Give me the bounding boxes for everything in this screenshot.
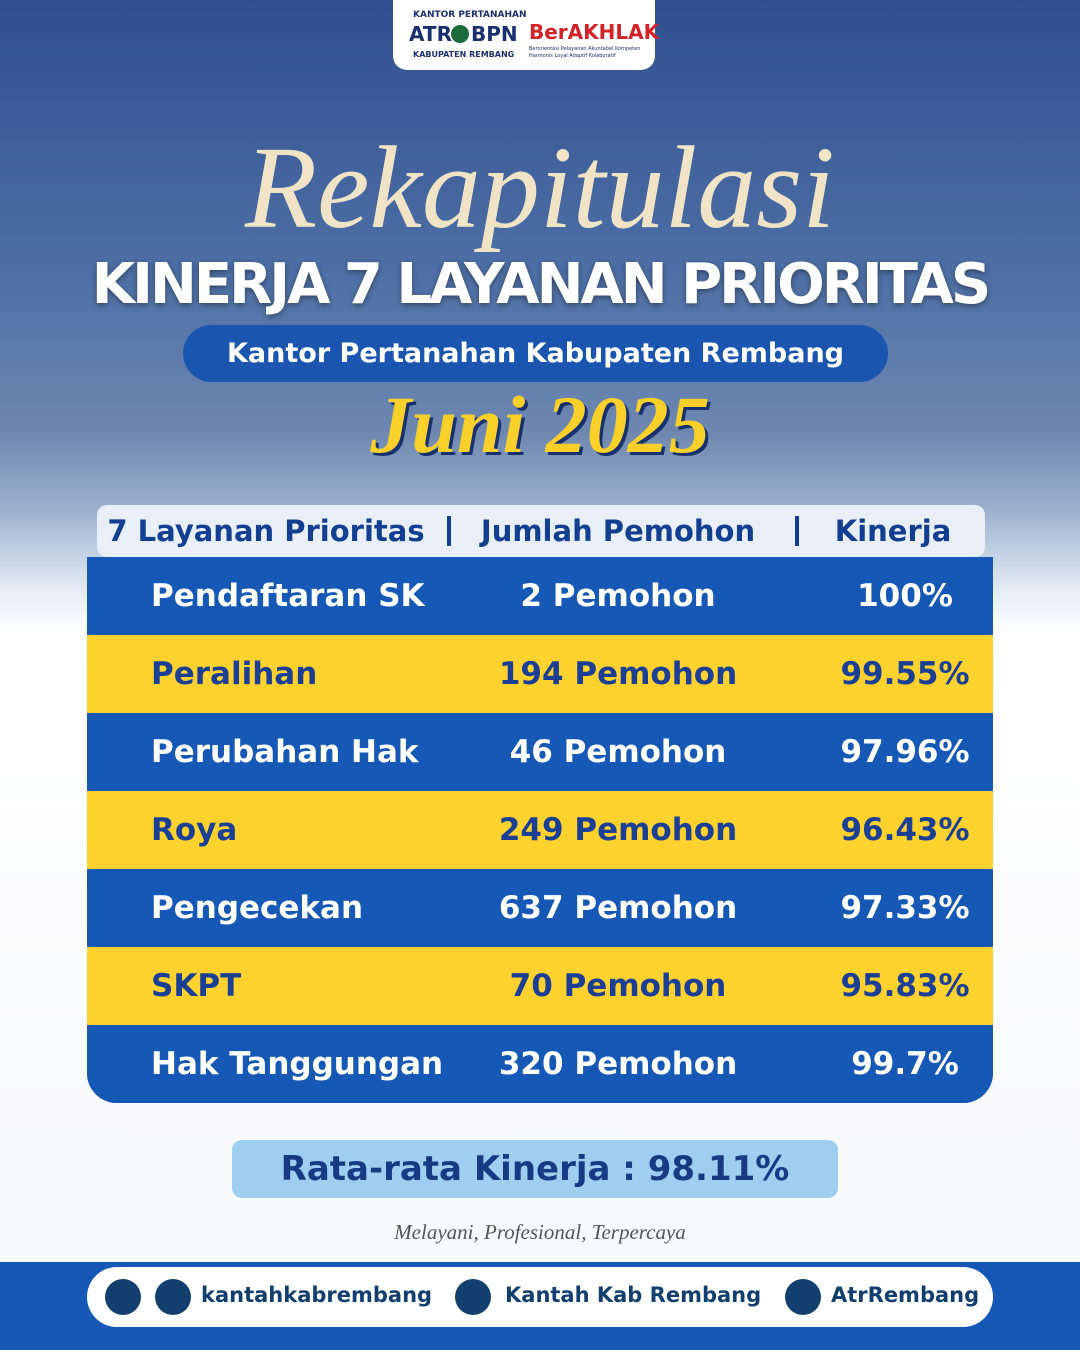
service-name: Hak Tanggungan: [151, 1046, 444, 1082]
table-header: 7 Layanan Prioritas Jumlah Pemohon Kiner…: [97, 505, 985, 557]
logo-text: BerAKHLAK: [529, 20, 660, 44]
handle: kantahkabrembang: [201, 1283, 433, 1307]
service-name: Perubahan Hak: [151, 734, 419, 770]
service-name: Pengecekan: [151, 890, 364, 926]
main-title: KINERJA 7 LAYANAN PRIORITAS: [91, 252, 991, 317]
table-row: Peralihan 194 Pemohon 99.55%: [87, 635, 993, 713]
average: Rata-rata Kinerja : 98.11%: [232, 1140, 838, 1198]
applicant-count: 70 Pemohon: [509, 968, 727, 1004]
youtube-icon: [155, 1279, 191, 1315]
separator: [447, 516, 451, 546]
instagram-icon: [105, 1279, 141, 1315]
applicant-count: 637 Pemohon: [498, 890, 738, 926]
table-row: Roya 249 Pemohon 96.43%: [87, 791, 993, 869]
logo-text: ATR: [409, 22, 452, 46]
tagline: Melayani, Profesional, Terpercaya: [394, 1220, 686, 1244]
handle: Kantah Kab Rembang: [505, 1283, 762, 1307]
table-row: Pendaftaran SK 2 Pemohon 100%: [87, 557, 993, 635]
applicant-count: 2 Pemohon: [520, 578, 716, 614]
logo-box: KANTOR PERTANAHAN ATR BPN KABUPATEN REMB…: [393, 0, 659, 70]
table-row: SKPT 70 Pemohon 95.83%: [87, 947, 993, 1025]
applicant-count: 46 Pemohon: [509, 734, 727, 770]
performance: 96.43%: [840, 812, 970, 848]
performance: 97.33%: [840, 890, 970, 926]
performance: 99.7%: [851, 1046, 959, 1082]
script-title: Rekapitulasi: [245, 122, 835, 253]
footer: kantahkabrembang Kantah Kab Rembang AtrR…: [0, 1262, 1080, 1350]
column-header: 7 Layanan Prioritas: [107, 514, 425, 548]
column-header: Jumlah Pemohon: [480, 514, 756, 548]
facebook-icon: [455, 1279, 491, 1315]
table: Pendaftaran SK 2 Pemohon 100% Peralihan 194 …: [87, 557, 993, 1103]
separator: [795, 516, 799, 546]
table-row: Hak Tanggungan 320 Pemohon 99.7%: [87, 1025, 993, 1103]
performance: 95.83%: [840, 968, 970, 1004]
handle: AtrRembang: [831, 1283, 980, 1307]
table-row: Pengecekan 637 Pemohon 97.33%: [87, 869, 993, 947]
service-name: Peralihan: [151, 656, 318, 692]
applicant-count: 320 Pemohon: [498, 1046, 738, 1082]
applicant-count: 249 Pemohon: [498, 812, 738, 848]
performance: 100%: [857, 578, 953, 614]
subtitle: Kantor Pertanahan Kabupaten Rembang: [183, 325, 888, 382]
service-name: SKPT: [151, 968, 242, 1004]
performance: 97.96%: [840, 734, 970, 770]
performance: 99.55%: [840, 656, 970, 692]
twitter-icon: [785, 1279, 821, 1315]
logo-text: KANTOR PERTANAHAN: [413, 10, 527, 20]
applicant-count: 194 Pemohon: [498, 656, 738, 692]
logo-text: KABUPATEN REMBANG: [413, 50, 515, 59]
logo-text: BPN: [471, 22, 518, 46]
period: Juni 2025: [370, 379, 710, 470]
logo-text: Berorientasi Pelayanan Akuntabel Kompete…: [529, 46, 641, 59]
column-header: Kinerja: [834, 514, 952, 548]
service-name: Pendaftaran SK: [151, 578, 425, 614]
logo-emblem: [451, 25, 469, 43]
service-name: Roya: [151, 812, 238, 848]
footer-pill: kantahkabrembang Kantah Kab Rembang AtrR…: [87, 1267, 993, 1327]
table-row: Perubahan Hak 46 Pemohon 97.96%: [87, 713, 993, 791]
